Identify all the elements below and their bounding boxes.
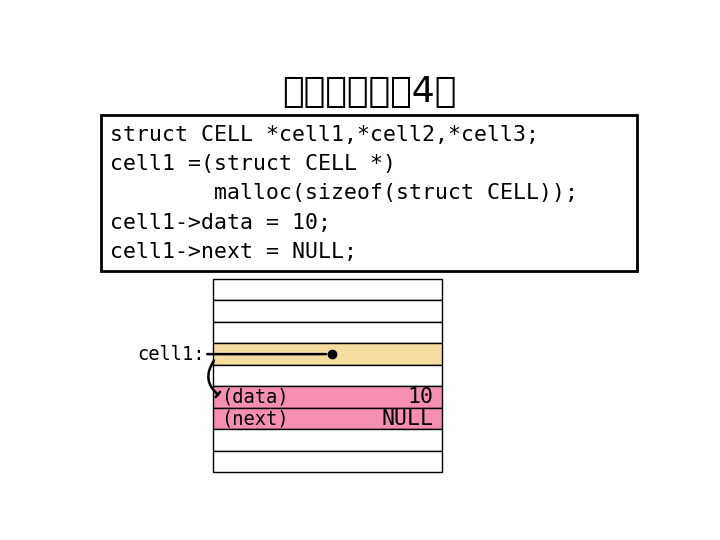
Text: NULL: NULL — [381, 409, 433, 429]
Bar — [213, 429, 441, 451]
Bar — [213, 365, 441, 386]
Text: cell1->data = 10;: cell1->data = 10; — [109, 213, 330, 233]
Bar — [213, 386, 441, 408]
Bar — [213, 343, 441, 365]
Text: 10: 10 — [408, 387, 433, 407]
Text: (next): (next) — [221, 409, 289, 428]
Text: cell1 =(struct CELL *): cell1 =(struct CELL *) — [109, 154, 395, 174]
Bar — [213, 279, 441, 300]
Text: struct CELL *cell1,*cell2,*cell3;: struct CELL *cell1,*cell2,*cell3; — [109, 125, 539, 145]
Text: セルを作る（4）: セルを作る（4） — [282, 75, 456, 109]
Text: malloc(sizeof(struct CELL));: malloc(sizeof(struct CELL)); — [109, 183, 577, 203]
Bar — [213, 408, 441, 429]
Text: cell1->next = NULL;: cell1->next = NULL; — [109, 242, 356, 262]
Bar — [213, 322, 441, 343]
Text: cell1:: cell1: — [137, 345, 204, 363]
Bar — [213, 300, 441, 322]
Bar — [213, 451, 441, 472]
Text: (data): (data) — [221, 388, 289, 407]
Bar — [101, 114, 636, 271]
